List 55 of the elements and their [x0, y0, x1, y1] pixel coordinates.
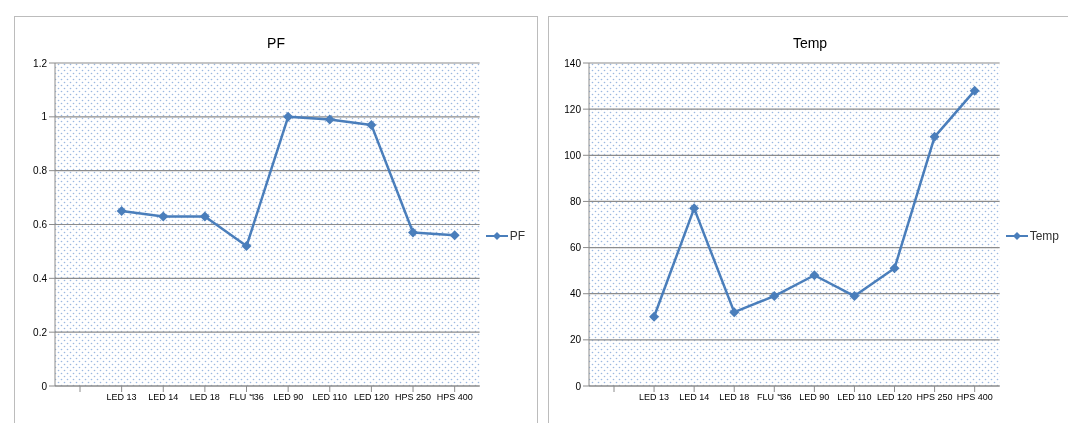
point: [969, 85, 980, 96]
y-tick-label: 0.2: [33, 326, 48, 338]
legend-label: PF: [509, 229, 525, 243]
point: [849, 291, 860, 302]
point: [241, 241, 252, 252]
x-tick-label: HPS 250: [395, 392, 432, 403]
x-tick-label: LED 110: [312, 392, 347, 403]
point: [158, 211, 169, 222]
x-tick-label: LED 110: [837, 392, 872, 403]
y-tick-label: 1: [41, 111, 48, 123]
y-tick-label: 0.4: [33, 272, 48, 284]
y-tick-label: 0.8: [33, 165, 48, 177]
point: [689, 203, 700, 214]
x-tick-label: LED 90: [273, 392, 304, 403]
x-tick-label: HPS 400: [956, 392, 993, 403]
y-tick-label: 0: [575, 380, 582, 392]
x-tick-label: LED 13: [639, 392, 670, 403]
point: [366, 119, 377, 130]
point: [649, 311, 660, 322]
point: [729, 307, 740, 318]
x-tick-label: LED 14: [148, 392, 179, 403]
chart-title: Temp: [791, 35, 829, 51]
x-tick-label: FLU ฯ36: [757, 392, 792, 403]
x-tick-label: LED 18: [189, 392, 220, 403]
y-tick-label: 140: [564, 57, 582, 69]
point: [929, 131, 940, 142]
point: [324, 114, 335, 125]
chart-title: PF: [266, 35, 286, 51]
x-tick-label: LED 120: [353, 392, 389, 403]
y-tick-label: 120: [564, 103, 582, 115]
y-tick-label: 80: [569, 195, 582, 207]
y-tick-label: 1.2: [33, 57, 48, 69]
point: [199, 211, 210, 222]
x-tick-label: LED 14: [679, 392, 710, 403]
point: [769, 291, 780, 302]
point: [809, 270, 820, 281]
legend-label: Temp: [1029, 229, 1059, 243]
x-tick-label: LED 90: [799, 392, 830, 403]
point: [116, 206, 127, 217]
point: [283, 111, 294, 122]
point: [889, 263, 900, 274]
x-tick-label: HPS 400: [436, 392, 473, 403]
y-tick-label: 0: [41, 380, 48, 392]
x-tick-label: HPS 250: [916, 392, 953, 403]
point: [449, 230, 460, 241]
y-tick-label: 20: [569, 334, 582, 346]
point: [408, 227, 419, 238]
x-tick-label: LED 18: [719, 392, 750, 403]
x-tick-label: FLU ฯ36: [229, 392, 264, 403]
x-tick-label: LED 13: [106, 392, 137, 403]
y-tick-label: 0.6: [33, 219, 48, 231]
y-tick-label: 100: [564, 149, 582, 161]
y-tick-label: 40: [569, 288, 582, 300]
y-tick-label: 60: [569, 242, 582, 254]
x-tick-label: LED 120: [876, 392, 913, 403]
